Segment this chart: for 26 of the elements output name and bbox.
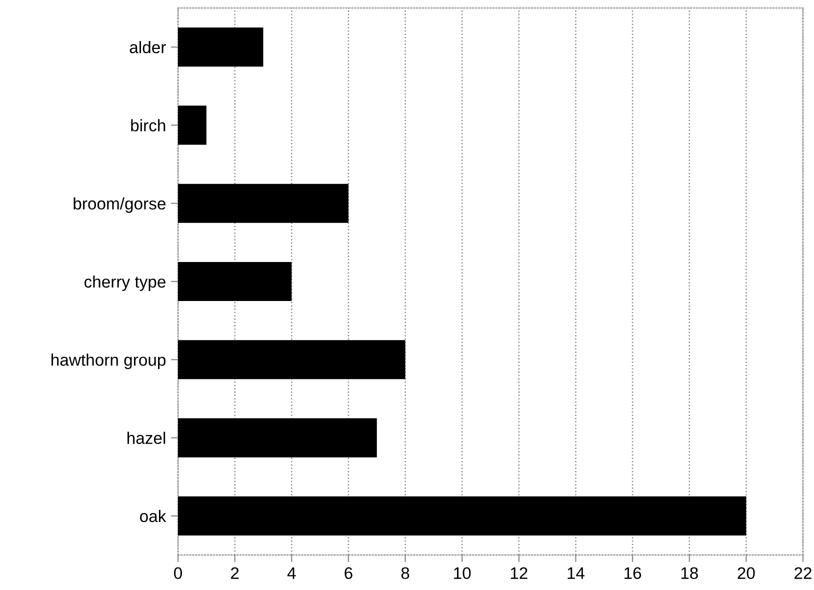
x-tick-label: 22 [794,567,812,579]
y-tick-label: cherry type [84,275,166,291]
x-tick-label: 2 [231,567,239,579]
x-tick-label: 16 [624,567,642,580]
x-tick-label: 0 [174,567,182,580]
bar [178,106,206,145]
bar [178,184,348,223]
bar [178,418,377,458]
x-tick-label: 8 [401,567,410,580]
x-tick-label: 20 [738,567,755,580]
bar [178,340,406,380]
y-tick-label: birch [131,119,166,132]
x-tick-label: 4 [287,567,296,579]
y-tick-label: alder [130,41,166,54]
x-tick-label: 12 [510,567,528,579]
bar [178,496,746,536]
x-tick-label: 18 [681,567,698,580]
y-tick-label: hazel [128,432,166,444]
bar [178,262,292,302]
y-tick-label: hawthorn group [52,354,166,370]
x-tick-label: 14 [568,567,585,579]
x-tick-label: 10 [454,567,471,580]
y-tick-label: oak [140,510,166,522]
y-tick-label: broom/gorse [74,197,166,213]
x-tick-label: 6 [344,567,352,580]
bar [178,28,264,67]
